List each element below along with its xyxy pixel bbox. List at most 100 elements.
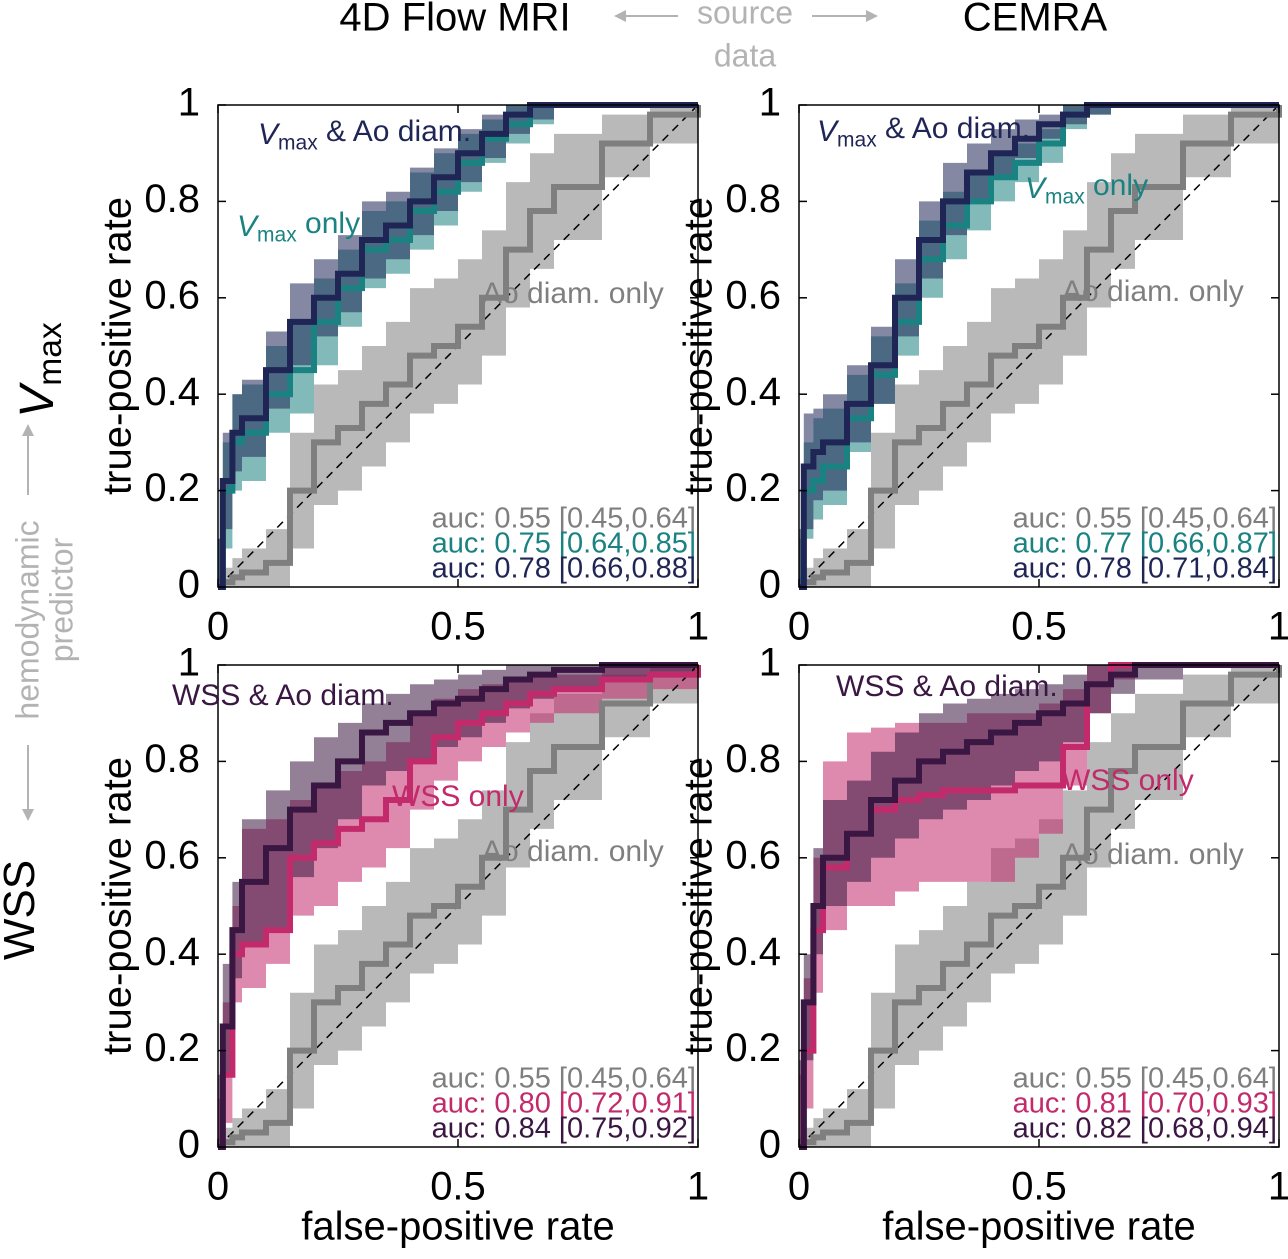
roc-curve — [218, 102, 698, 590]
plot: 0 0.2 0.4 0.6 0.8 1 0 0.5 1 true-positive rate auc… — [677, 81, 1288, 649]
y-axis-label: true-positive rate — [96, 197, 140, 495]
curve-label-part: max — [1045, 185, 1085, 208]
curve-label: WSS & Ao diam. — [172, 679, 394, 712]
auc-label: auc: 0.55 [0.45,0.64] — [1013, 503, 1277, 535]
y-axis-label: true-positive rate — [677, 197, 721, 495]
curve-label: WSS only — [392, 780, 524, 813]
y-tick-label: 0 — [759, 1123, 781, 1167]
y-tick-label: 0.2 — [725, 466, 781, 510]
curve-label-part: WSS only — [1062, 764, 1194, 797]
x-tick-label: 0.5 — [430, 1165, 486, 1209]
x-tick-label: 0 — [788, 1165, 810, 1209]
auc-label: auc: 0.78 [0.66,0.88] — [432, 553, 696, 585]
y-tick-label: 0.6 — [144, 833, 200, 877]
curve-label-part: Ao diam. only — [1062, 838, 1244, 871]
roc-curve — [218, 665, 701, 1150]
roc-curve — [799, 102, 1279, 590]
curve-label-part: Ao diam. only — [482, 277, 664, 310]
y-tick-label: 0.4 — [725, 370, 781, 414]
curve-label-part: V — [1025, 172, 1048, 205]
y-tick-label: 0 — [178, 1123, 200, 1167]
curve-label-part: V — [817, 115, 840, 148]
x-tick-label: 1 — [1268, 1165, 1288, 1209]
curve-label-part: only — [297, 207, 360, 240]
curve-label-part: V — [258, 118, 281, 151]
curve-label-part: max — [257, 223, 297, 246]
curve-label: WSS & Ao diam. — [836, 670, 1058, 703]
curve-label: Vmax & Ao diam. — [258, 115, 471, 154]
curve-label: Ao diam. only — [1062, 838, 1244, 871]
curve-label-part: Ao diam. only — [1062, 275, 1244, 308]
y-tick-label: 0 — [759, 563, 781, 607]
curve-label: Vmax & Ao diam. — [817, 112, 1030, 151]
curve-label-part: Ao diam. only — [482, 835, 664, 868]
auc-label: auc: 0.81 [0.70,0.93] — [1013, 1088, 1277, 1120]
row-label-part: max — [32, 322, 69, 386]
curve-label-part: & Ao diam. — [877, 112, 1030, 145]
plot: 0 0.2 0.4 0.6 0.8 1 0 0.5 1 true-positive rate fal… — [96, 641, 710, 1249]
curve-label: Vmax only — [237, 207, 360, 246]
y-tick-label: 0.8 — [144, 177, 200, 221]
row-label: Vmax — [11, 322, 69, 418]
source-arrows — [22, 10, 878, 821]
curve-label: Ao diam. only — [482, 835, 664, 868]
auc-label: auc: 0.75 [0.64,0.85] — [432, 528, 696, 560]
roc-curve — [218, 665, 701, 1150]
auc-label: auc: 0.82 [0.68,0.94] — [1013, 1113, 1277, 1145]
x-axis-label: false-positive rate — [301, 1205, 614, 1249]
y-tick-label: 0.8 — [725, 177, 781, 221]
curve-label-part: V — [237, 210, 260, 243]
y-tick-label: 0.4 — [144, 370, 200, 414]
y-tick-label: 0.6 — [725, 273, 781, 317]
curve-label: Ao diam. only — [1062, 275, 1244, 308]
curve-label-part: WSS & Ao diam. — [172, 679, 394, 712]
y-tick-label: 0 — [178, 563, 200, 607]
confidence-band — [799, 105, 1279, 587]
row-axis-label: hemodynamic — [9, 520, 45, 719]
auc-label: auc: 0.55 [0.45,0.64] — [432, 1063, 696, 1095]
y-tick-label: 0.8 — [725, 737, 781, 781]
y-tick-label: 0.2 — [725, 1026, 781, 1070]
x-tick-label: 0 — [207, 605, 229, 649]
y-tick-label: 1 — [178, 81, 200, 125]
curve-label-part: max — [837, 128, 877, 151]
auc-label: auc: 0.80 [0.72,0.91] — [432, 1088, 696, 1120]
y-tick-label: 0.4 — [725, 930, 781, 974]
auc-label: auc: 0.55 [0.45,0.64] — [432, 503, 696, 535]
y-tick-label: 1 — [178, 641, 200, 685]
roc-curve — [218, 102, 698, 590]
row-axis-label: predictor — [43, 537, 79, 662]
column-title: 4D Flow MRI — [339, 0, 570, 40]
roc-curve — [218, 662, 698, 1150]
y-tick-label: 0.6 — [725, 833, 781, 877]
row-label-part: WSS — [0, 860, 44, 960]
curve-label-part: WSS only — [392, 780, 524, 813]
curve-label-part: & Ao diam. — [318, 115, 471, 148]
curve-label: Ao diam. only — [482, 277, 664, 310]
auc-label: auc: 0.55 [0.45,0.64] — [1013, 1063, 1277, 1095]
auc-label: auc: 0.84 [0.75,0.92] — [432, 1113, 696, 1145]
x-tick-label: 1 — [687, 605, 709, 649]
curve-label-part: max — [278, 131, 318, 154]
curve-label-part: WSS & Ao diam. — [836, 670, 1058, 703]
curve-label-part: only — [1085, 169, 1148, 202]
x-tick-label: 0.5 — [430, 605, 486, 649]
confidence-band — [799, 665, 1279, 1147]
x-tick-label: 0 — [207, 1165, 229, 1209]
roc-curve — [799, 105, 1282, 590]
y-tick-label: 1 — [759, 641, 781, 685]
y-tick-label: 0.2 — [144, 1026, 200, 1070]
x-axis-label: false-positive rate — [882, 1205, 1195, 1249]
y-tick-label: 0.4 — [144, 930, 200, 974]
auc-label: auc: 0.78 [0.71,0.84] — [1013, 553, 1277, 585]
x-tick-label: 0 — [788, 605, 810, 649]
y-tick-label: 0.8 — [144, 737, 200, 781]
y-tick-label: 0.2 — [144, 466, 200, 510]
roc-curve — [799, 662, 1279, 1150]
x-tick-label: 1 — [1268, 605, 1288, 649]
y-tick-label: 1 — [759, 81, 781, 125]
y-axis-label: true-positive rate — [96, 757, 140, 1055]
roc-curve — [218, 105, 701, 590]
plot: 0 0.2 0.4 0.6 0.8 1 0 0.5 1 true-positive rate fal… — [677, 641, 1288, 1249]
